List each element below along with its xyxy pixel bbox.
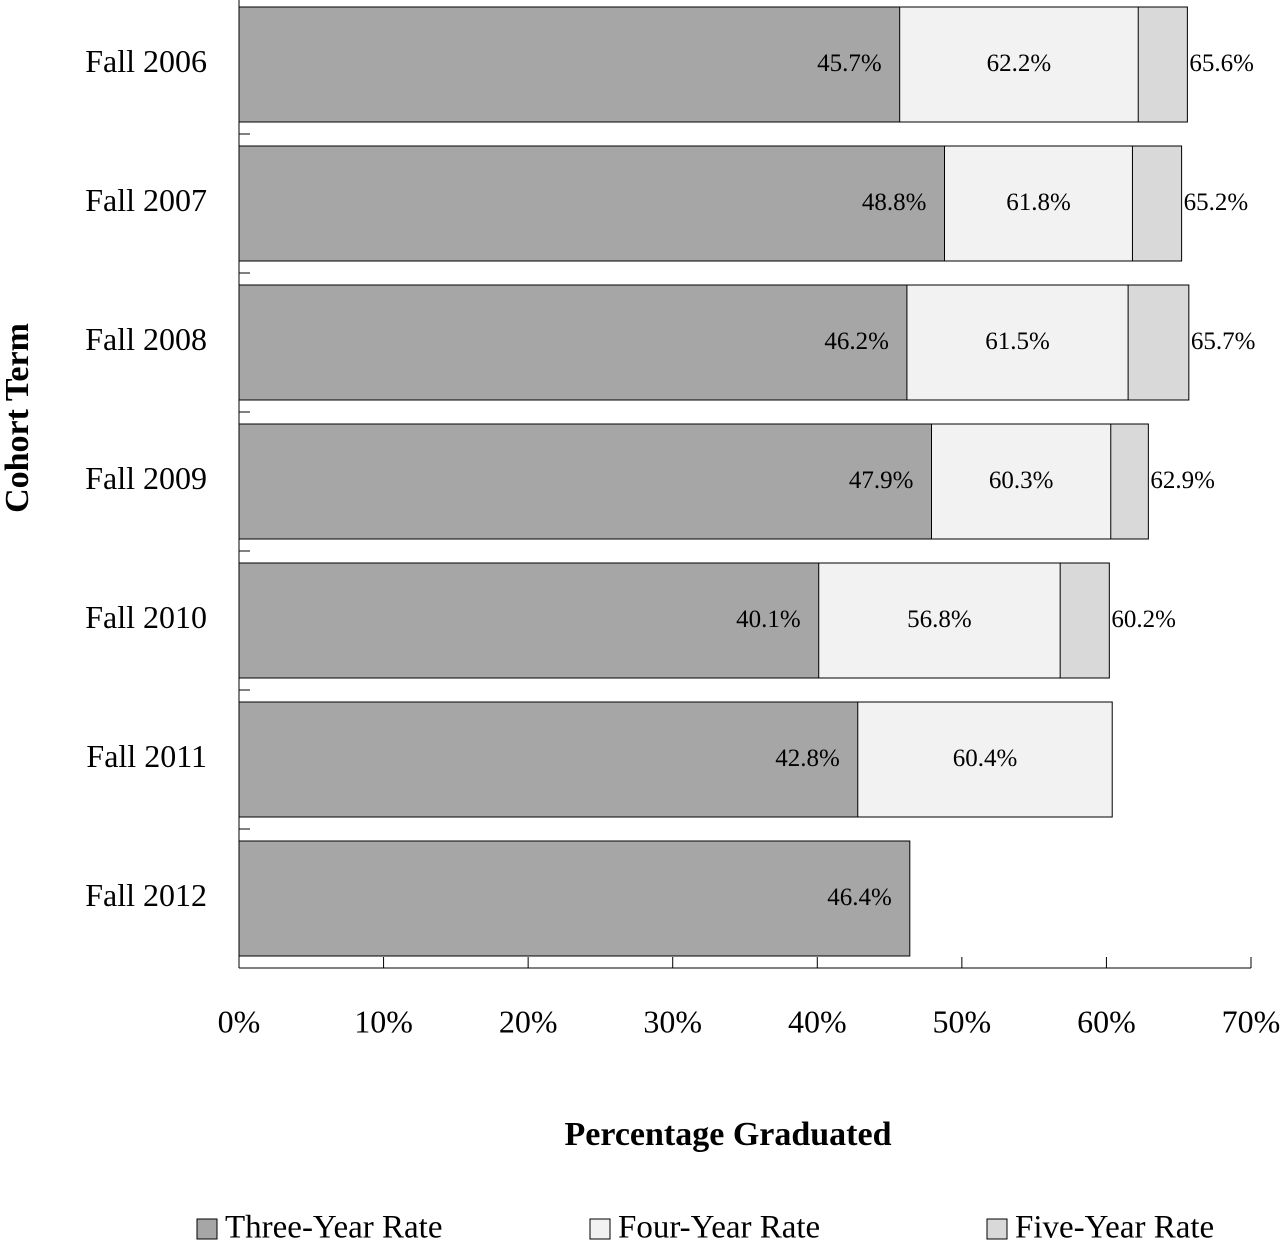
value-label: 60.3% <box>989 467 1054 494</box>
value-label: 45.7% <box>817 50 882 77</box>
legend-swatch <box>589 1218 611 1240</box>
value-label: 46.2% <box>824 328 889 355</box>
x-tick-label: 50% <box>933 1003 992 1039</box>
x-tick-label: 60% <box>1077 1003 1136 1039</box>
legend-swatch <box>196 1218 218 1240</box>
y-tick-label: Fall 2009 <box>85 460 207 496</box>
value-label: 56.8% <box>907 606 972 633</box>
y-tick-label: Fall 2010 <box>85 599 207 635</box>
x-tick-label: 40% <box>788 1003 847 1039</box>
value-label: 60.2% <box>1111 606 1176 633</box>
x-tick-label: 20% <box>499 1003 558 1039</box>
y-tick-label: Fall 2011 <box>86 738 207 774</box>
bar <box>238 6 901 123</box>
bar <box>238 145 946 262</box>
value-label: 61.5% <box>985 328 1050 355</box>
legend-swatch <box>986 1218 1008 1240</box>
y-tick-label: Fall 2006 <box>85 43 207 79</box>
y-tick-label: Fall 2012 <box>85 877 207 913</box>
x-tick-label: 0% <box>218 1003 261 1039</box>
x-tick-label: 30% <box>643 1003 702 1039</box>
value-label: 65.7% <box>1191 328 1256 355</box>
value-label: 65.2% <box>1184 189 1249 216</box>
bar <box>238 423 932 540</box>
value-label: 47.9% <box>849 467 914 494</box>
legend-label: Four-Year Rate <box>618 1210 820 1246</box>
value-label: 61.8% <box>1006 189 1071 216</box>
bar <box>238 562 820 679</box>
value-label: 48.8% <box>862 189 927 216</box>
value-label: 62.9% <box>1150 467 1215 494</box>
legend-label: Five-Year Rate <box>1015 1210 1214 1246</box>
value-label: 42.8% <box>775 745 840 772</box>
y-tick-label: Fall 2007 <box>85 182 207 218</box>
bar <box>238 840 911 957</box>
y-tick-label: Fall 2008 <box>85 321 207 357</box>
y-axis-title: Cohort Term <box>0 323 36 513</box>
x-axis-title: Percentage Graduated <box>564 1116 891 1153</box>
value-label: 65.6% <box>1189 50 1254 77</box>
bar <box>238 284 908 401</box>
x-tick-label: 70% <box>1222 1003 1281 1039</box>
value-label: 60.4% <box>953 745 1018 772</box>
x-tick-label: 10% <box>354 1003 413 1039</box>
value-label: 62.2% <box>987 50 1052 77</box>
bar <box>238 701 859 818</box>
value-label: 46.4% <box>827 884 892 911</box>
value-label: 40.1% <box>736 606 801 633</box>
legend-label: Three-Year Rate <box>225 1210 442 1246</box>
